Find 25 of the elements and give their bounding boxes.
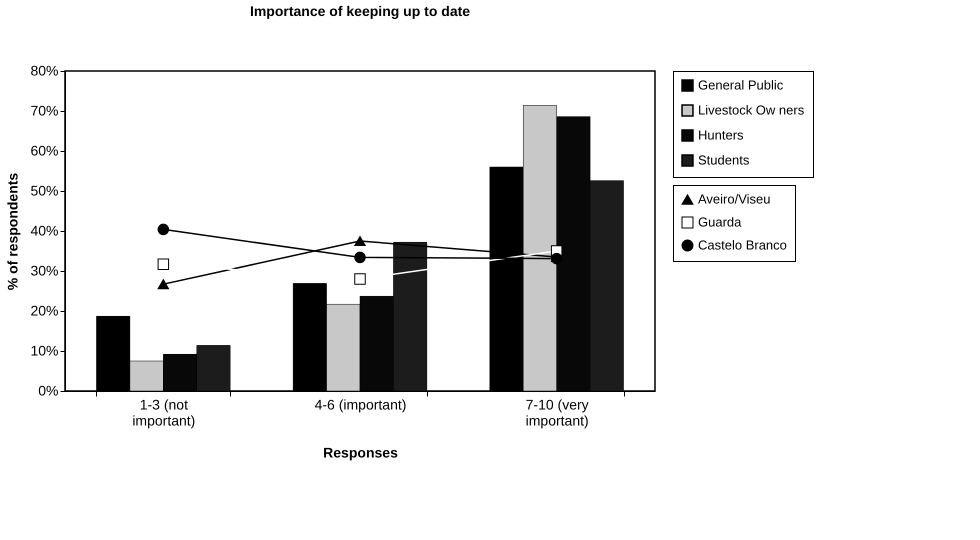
legend-label: Livestock Ow ners bbox=[698, 102, 805, 118]
x-axis-title: Responses bbox=[323, 444, 398, 460]
y-tick-label: 0% bbox=[38, 382, 58, 398]
point bbox=[158, 224, 170, 236]
y-tick-label: 20% bbox=[30, 302, 58, 318]
legend-label: General Public bbox=[698, 78, 784, 92]
y-tick-label: 40% bbox=[30, 222, 58, 238]
y-tick-label: 70% bbox=[30, 102, 58, 118]
point bbox=[354, 252, 366, 264]
chart-title: Importance of keeping up to date bbox=[250, 3, 470, 19]
legend-label: Students bbox=[698, 152, 750, 168]
x-tick-label: 1-3 (not important) bbox=[132, 396, 196, 428]
y-tick-label: 30% bbox=[30, 262, 58, 278]
legend-label: Guarda bbox=[698, 214, 742, 230]
y-tick-label: 60% bbox=[30, 142, 58, 158]
y-tick-label: 80% bbox=[30, 62, 58, 78]
x-tick-label: 7-10 (very important) bbox=[526, 396, 589, 428]
y-tick-label: 50% bbox=[30, 182, 58, 198]
legend-label: Castelo Branco bbox=[698, 238, 787, 252]
x-tick-label: 4-6 (important) bbox=[314, 396, 406, 412]
legend-label: Hunters bbox=[698, 128, 744, 142]
point bbox=[354, 273, 366, 285]
legend-label: Aveiro/Viseu bbox=[698, 192, 771, 206]
y-axis-title: % of respondents bbox=[4, 172, 20, 290]
y-tick-label: 10% bbox=[30, 342, 58, 358]
